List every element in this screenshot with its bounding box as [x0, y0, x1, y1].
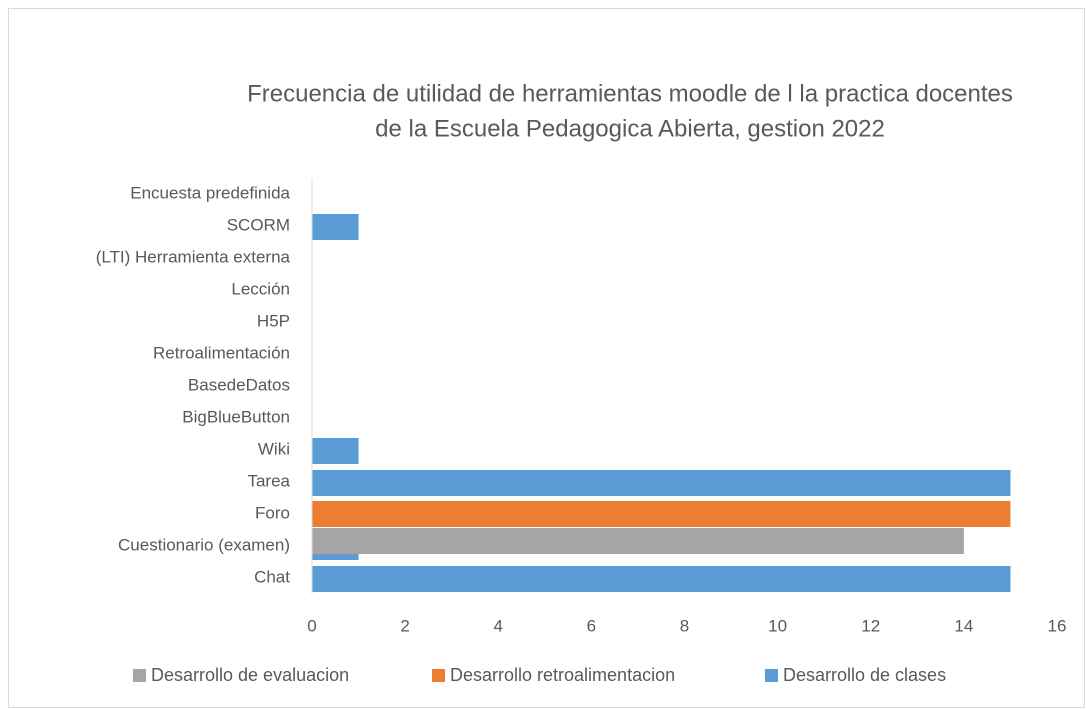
- bar: [312, 470, 1011, 496]
- y-tick-label: Foro: [255, 503, 290, 522]
- bar: [312, 214, 359, 240]
- y-tick-label: Tarea: [247, 471, 290, 490]
- y-tick-label: Lección: [231, 279, 290, 298]
- y-tick-label: BasedeDatos: [188, 375, 290, 394]
- legend-label: Desarrollo de evaluacion: [151, 665, 349, 685]
- legend-label: Desarrollo de clases: [783, 665, 946, 685]
- y-tick-label: Encuesta predefinida: [130, 183, 290, 202]
- bar: [312, 566, 1011, 592]
- x-tick-label: 12: [861, 616, 880, 635]
- legend-swatch: [133, 669, 146, 682]
- y-tick-label: BigBlueButton: [182, 407, 290, 426]
- legend-swatch: [765, 669, 778, 682]
- y-tick-label: Cuestionario (examen): [118, 535, 290, 554]
- bar: [312, 501, 1011, 527]
- x-tick-label: 6: [587, 616, 596, 635]
- x-tick-label: 10: [768, 616, 787, 635]
- legend-swatch: [432, 669, 445, 682]
- x-tick-label: 4: [494, 616, 503, 635]
- x-tick-label: 16: [1048, 616, 1067, 635]
- y-tick-label: Retroalimentación: [153, 343, 290, 362]
- x-tick-label: 14: [954, 616, 973, 635]
- y-tick-label: Chat: [254, 567, 290, 586]
- bar: [312, 528, 964, 554]
- x-tick-label: 0: [307, 616, 316, 635]
- chart-title: de la Escuela Pedagogica Abierta, gestio…: [375, 115, 885, 142]
- y-tick-label: Wiki: [258, 439, 290, 458]
- y-tick-label: H5P: [257, 311, 290, 330]
- y-tick-label: (LTI) Herramienta externa: [96, 247, 291, 266]
- x-tick-label: 2: [400, 616, 409, 635]
- y-tick-label: SCORM: [227, 215, 290, 234]
- legend-label: Desarrollo retroalimentacion: [450, 665, 675, 685]
- x-tick-label: 8: [680, 616, 689, 635]
- chart-title: Frecuencia de utilidad de herramientas m…: [247, 80, 1013, 107]
- bar: [312, 438, 359, 464]
